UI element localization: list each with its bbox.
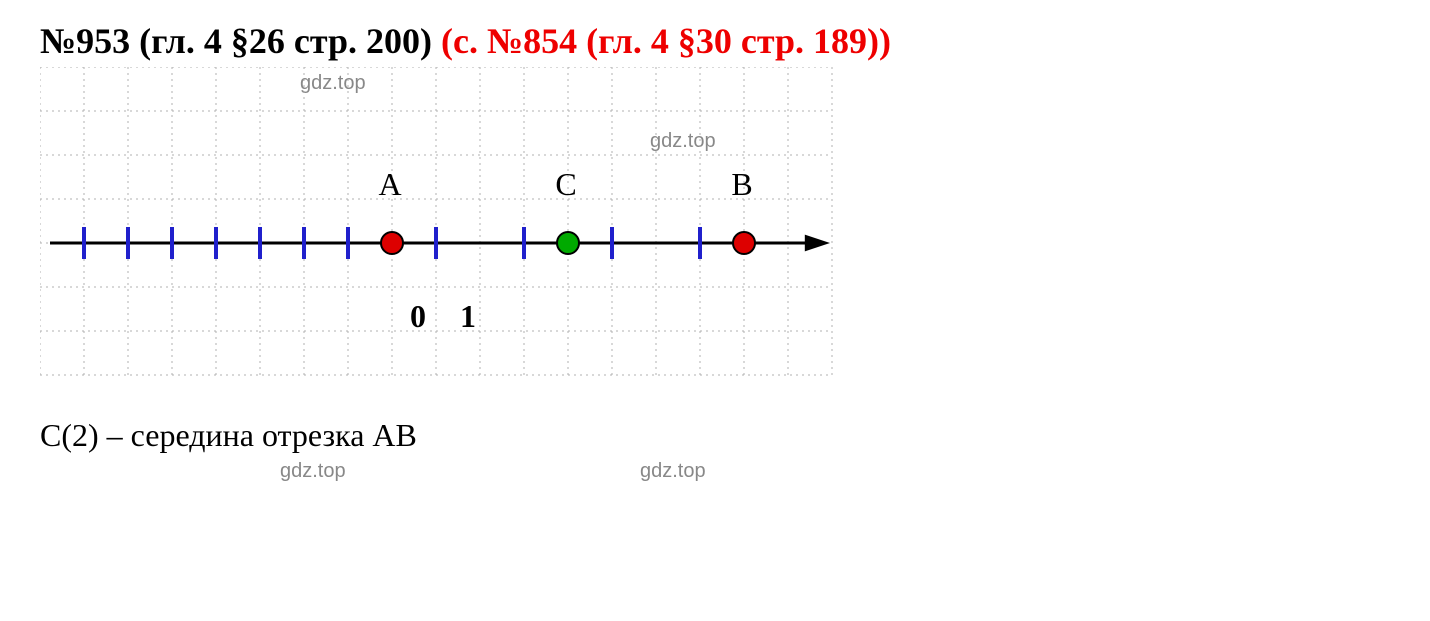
svg-text:A: A [378, 166, 401, 202]
answer-text: С(2) – середина отрезка АВ [40, 417, 1390, 454]
watermark-bottom-center: gdz.top [280, 460, 346, 483]
header-black-text: №953 (гл. 4 §26 стр. 200) [40, 21, 441, 61]
number-line-chart: A C B 01 [40, 67, 840, 407]
problem-header: №953 (гл. 4 §26 стр. 200) (с. №854 (гл. … [40, 20, 1390, 62]
header-red-text: (с. №854 (гл. 4 §30 стр. 189)) [441, 21, 891, 61]
svg-text:0: 0 [410, 298, 426, 334]
watermark-bottom-right: gdz.top [640, 460, 706, 483]
svg-text:1: 1 [460, 298, 476, 334]
svg-text:B: B [731, 166, 752, 202]
svg-text:C: C [555, 166, 576, 202]
